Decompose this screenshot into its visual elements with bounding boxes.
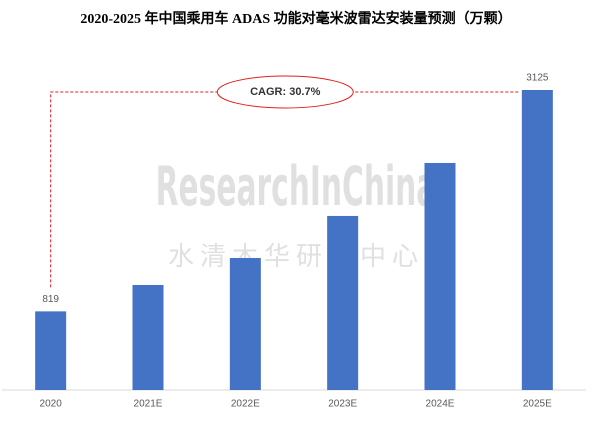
x-tick-label: 2025E: [523, 399, 552, 410]
value-label: 819: [42, 294, 59, 305]
cagr-ellipse: [216, 75, 354, 109]
bar: [229, 258, 261, 390]
bar: [327, 215, 359, 390]
watermark: ResearchInChina: [156, 157, 437, 219]
x-tick-label: 2023E: [328, 399, 357, 410]
cagr-line: [50, 91, 520, 288]
value-label: 3125: [526, 73, 549, 84]
watermark-sub: 水清木华研究中心: [168, 242, 424, 272]
bar: [132, 284, 164, 390]
chart-title: 2020-2025 年中国乘用车 ADAS 功能对毫米波雷达安装量预测（万颗）: [80, 10, 511, 27]
cagr-label: CAGR: 30.7%: [250, 86, 321, 98]
x-tick-label: 2022E: [231, 399, 260, 410]
bar: [521, 90, 553, 390]
x-tick-label: 2024E: [426, 399, 455, 410]
bar: [35, 311, 67, 390]
x-tick-label: 2020: [40, 399, 63, 410]
bar: [424, 162, 456, 390]
x-tick-label: 2021E: [134, 399, 163, 410]
